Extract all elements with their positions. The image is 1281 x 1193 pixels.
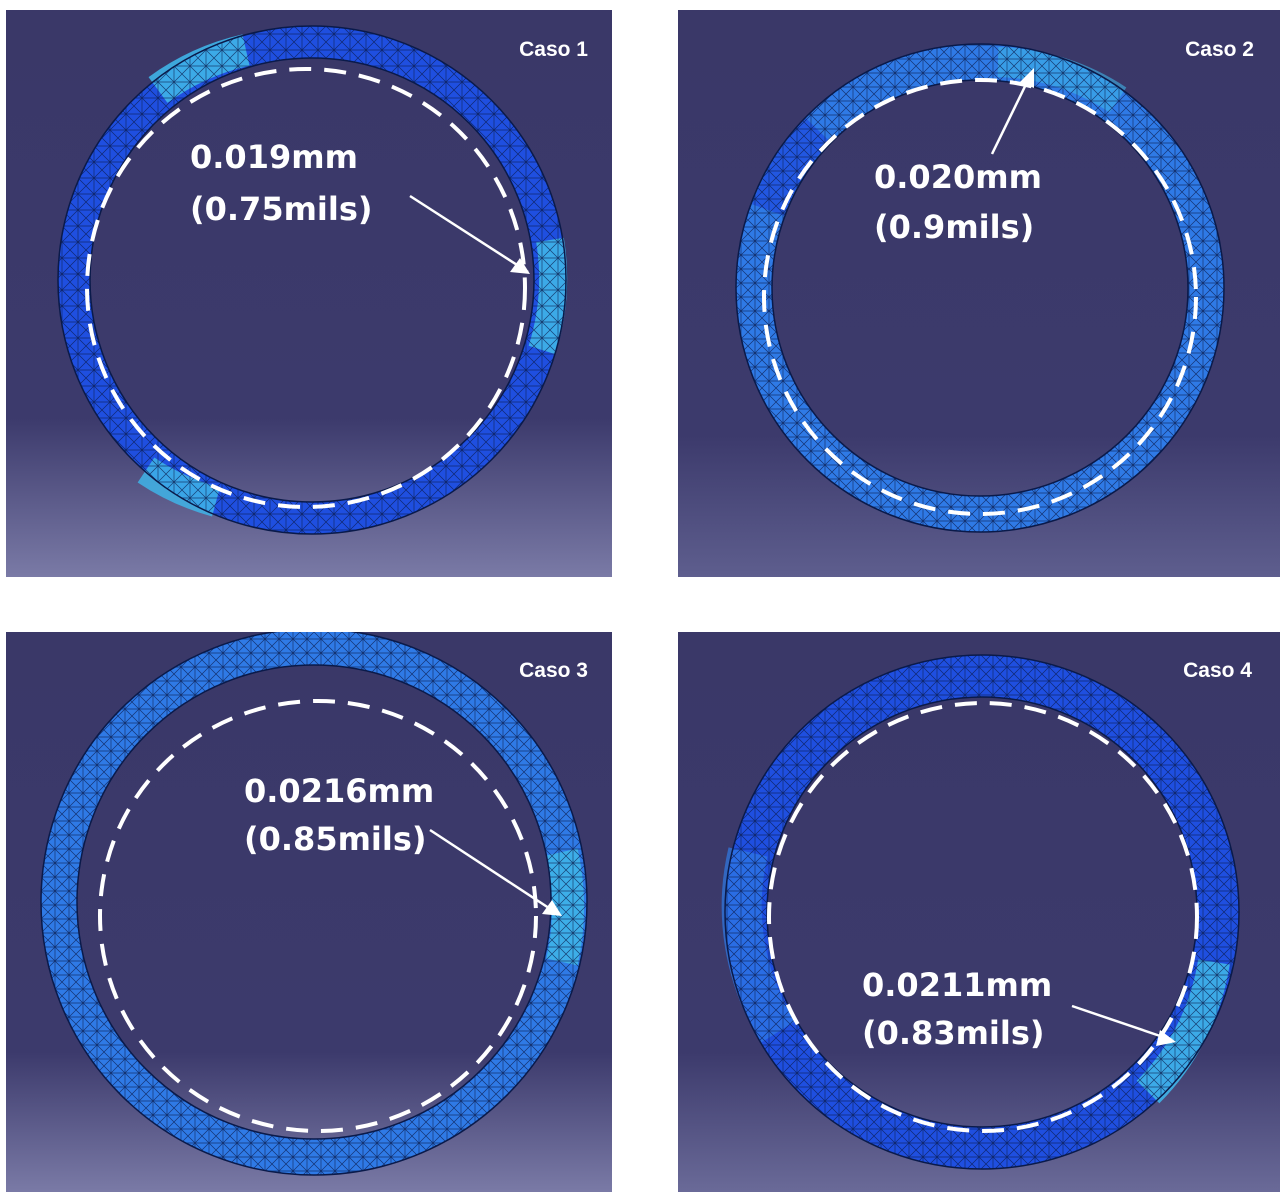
mesh-ring xyxy=(735,43,1225,533)
value-mils: (0.83mils) xyxy=(862,1014,1045,1052)
fea-ring-plot-1: Caso 1 0.019mm (0.75mils) xyxy=(6,10,612,577)
arrow-icon xyxy=(409,194,530,274)
arrow-icon xyxy=(990,68,1034,155)
panel-caso-4: Caso 4 0.0211mm (0.83mils) xyxy=(678,632,1280,1192)
deformed-outline xyxy=(762,78,1198,516)
value-mm: 0.0211mm xyxy=(862,966,1052,1004)
mesh-ring xyxy=(40,632,588,1176)
value-mm: 0.019mm xyxy=(190,138,358,176)
value-mils: (0.9mils) xyxy=(874,208,1034,246)
mesh-ring xyxy=(721,654,1240,1170)
case-label: Caso 2 xyxy=(1185,38,1254,61)
panel-caso-1: Caso 1 0.019mm (0.75mils) xyxy=(6,10,612,577)
deformed-outline xyxy=(767,701,1199,1133)
fea-ring-plot-2: Caso 2 0.020mm (0.9mils) xyxy=(678,10,1280,577)
case-label: Caso 3 xyxy=(519,659,588,682)
fea-ring-plot-3: Caso 3 0.0216mm (0.85mils) xyxy=(6,632,612,1192)
panel-caso-2: Caso 2 0.020mm (0.9mils) xyxy=(678,10,1280,577)
value-mm: 0.020mm xyxy=(874,158,1042,196)
background xyxy=(6,10,612,577)
case-label: Caso 1 xyxy=(519,38,588,61)
fea-ring-plot-4: Caso 4 0.0211mm (0.83mils) xyxy=(678,632,1280,1192)
value-mils: (0.75mils) xyxy=(190,190,373,228)
value-mm: 0.0216mm xyxy=(244,772,434,810)
deformed-outline xyxy=(98,699,538,1133)
deformed-outline xyxy=(85,67,527,509)
background xyxy=(678,632,1280,1192)
value-mils: (0.85mils) xyxy=(244,820,427,858)
case-label: Caso 4 xyxy=(1183,659,1252,682)
arrow-icon xyxy=(1071,1004,1176,1046)
mesh-ring xyxy=(57,25,568,535)
panel-caso-3: Caso 3 0.0216mm (0.85mils) xyxy=(6,632,612,1192)
background xyxy=(678,10,1280,577)
arrow-icon xyxy=(429,828,562,916)
background xyxy=(6,632,612,1192)
